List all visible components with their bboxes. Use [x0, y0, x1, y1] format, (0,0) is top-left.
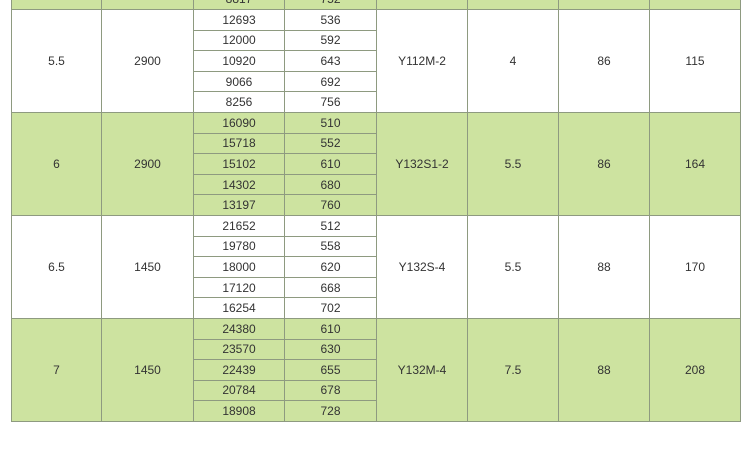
- motor-power-cell: 5.5: [467, 214, 559, 319]
- flow-cell: 18000: [193, 256, 285, 278]
- speed-cell: 1450: [101, 214, 194, 319]
- flow-cell: 18908: [193, 400, 285, 422]
- weight-cell: 115: [649, 9, 741, 113]
- head-cell: 678: [284, 379, 377, 402]
- head-cell: 630: [284, 338, 377, 361]
- flow-cell: 16254: [193, 297, 285, 319]
- flow-cell: 12693: [193, 9, 285, 31]
- flow-cell: 12000: [193, 29, 285, 52]
- motor-power-cell: 7.5: [467, 317, 559, 422]
- speed-cell: [101, 0, 194, 10]
- cell: [649, 0, 741, 10]
- table-row: 13197 760: [12, 194, 741, 216]
- head-cell: 668: [284, 276, 377, 299]
- head-cell: 610: [284, 153, 377, 175]
- efficiency-cell: 88: [558, 214, 650, 319]
- table-row: 18000 620: [12, 256, 741, 278]
- flow-cell: 24380: [193, 317, 285, 340]
- head-cell: 558: [284, 235, 377, 258]
- flow-cell: 22439: [193, 359, 285, 381]
- head-cell: 756: [284, 91, 377, 113]
- motor-model-cell: Y112M-2: [376, 9, 468, 113]
- table-row: 10920 643: [12, 50, 741, 72]
- motor-power-cell: 5.5: [467, 111, 559, 216]
- head-cell: 752: [284, 0, 377, 10]
- cell: [467, 0, 559, 10]
- table-row: 15102 610: [12, 153, 741, 175]
- motor-model-cell: Y132M-4: [376, 317, 468, 422]
- table-row: 16254 702: [12, 297, 741, 319]
- table-row: 23570 630: [12, 338, 741, 361]
- speed-cell: 2900: [101, 111, 194, 216]
- flow-cell: 16090: [193, 111, 285, 134]
- head-cell: 512: [284, 214, 377, 237]
- head-cell: 552: [284, 132, 377, 155]
- weight-cell: 170: [649, 214, 741, 319]
- weight-cell: 164: [649, 111, 741, 216]
- table-row: 6.5 1450 21652 512 Y132S-4 5.5 88 170: [11, 214, 741, 319]
- flow-cell: 17120: [193, 276, 285, 299]
- efficiency-cell: 88: [558, 317, 650, 422]
- flow-cell: 10920: [193, 50, 285, 72]
- head-cell: 643: [284, 50, 377, 72]
- table-row: 19780 558: [12, 235, 741, 258]
- head-cell: 536: [284, 9, 377, 31]
- flow-cell: 20784: [193, 379, 285, 402]
- motor-power-cell: 4: [467, 9, 559, 113]
- head-cell: 592: [284, 29, 377, 52]
- flow-cell: 14302: [193, 173, 285, 196]
- table-row: 20784 678: [12, 379, 741, 402]
- efficiency-cell: 86: [558, 9, 650, 113]
- head-cell: 728: [284, 400, 377, 422]
- power-cell: 6.5: [11, 214, 102, 319]
- table-row: 15718 552: [12, 132, 741, 155]
- speed-cell: 2900: [101, 9, 194, 113]
- power-cell: 6: [11, 111, 102, 216]
- table-row: 8817752: [11, 0, 741, 10]
- head-cell: 655: [284, 359, 377, 381]
- head-cell: 692: [284, 70, 377, 93]
- weight-cell: 208: [649, 317, 741, 422]
- cell: [558, 0, 650, 10]
- flow-cell: 15718: [193, 132, 285, 155]
- head-cell: 510: [284, 111, 377, 134]
- power-cell: 5.5: [11, 9, 102, 113]
- flow-cell: 19780: [193, 235, 285, 258]
- fan-spec-table: 88177525.5290012693536Y112M-248611512000…: [11, 0, 741, 422]
- head-cell: 680: [284, 173, 377, 196]
- flow-cell: 15102: [193, 153, 285, 175]
- flow-cell: 13197: [193, 194, 285, 216]
- efficiency-cell: 86: [558, 111, 650, 216]
- table-row: 6 2900 16090 510 Y132S1-2 5.5 86 164: [11, 111, 741, 216]
- flow-cell: 9066: [193, 70, 285, 93]
- cell: [376, 0, 468, 10]
- table-row: 5.5 2900 12693 536 Y112M-2 4 86 115: [11, 9, 741, 113]
- table-row: 18908 728: [12, 400, 741, 422]
- flow-cell: 23570: [193, 338, 285, 361]
- table-row: 14302 680: [12, 173, 741, 196]
- table-row: 9066 692: [12, 70, 741, 93]
- flow-cell: 8256: [193, 91, 285, 113]
- power-cell: 7: [11, 317, 102, 422]
- speed-cell: 1450: [101, 317, 194, 422]
- table-row: 12000 592: [12, 29, 741, 52]
- head-cell: 760: [284, 194, 377, 216]
- table-row: 7 1450 24380 610 Y132M-4 7.5 88 208: [11, 317, 741, 422]
- head-cell: 610: [284, 317, 377, 340]
- head-cell: 620: [284, 256, 377, 278]
- motor-model-cell: Y132S-4: [376, 214, 468, 319]
- motor-model-cell: Y132S1-2: [376, 111, 468, 216]
- power-cell: [11, 0, 102, 10]
- flow-cell: 21652: [193, 214, 285, 237]
- table-row: 22439 655: [12, 359, 741, 381]
- head-cell: 702: [284, 297, 377, 319]
